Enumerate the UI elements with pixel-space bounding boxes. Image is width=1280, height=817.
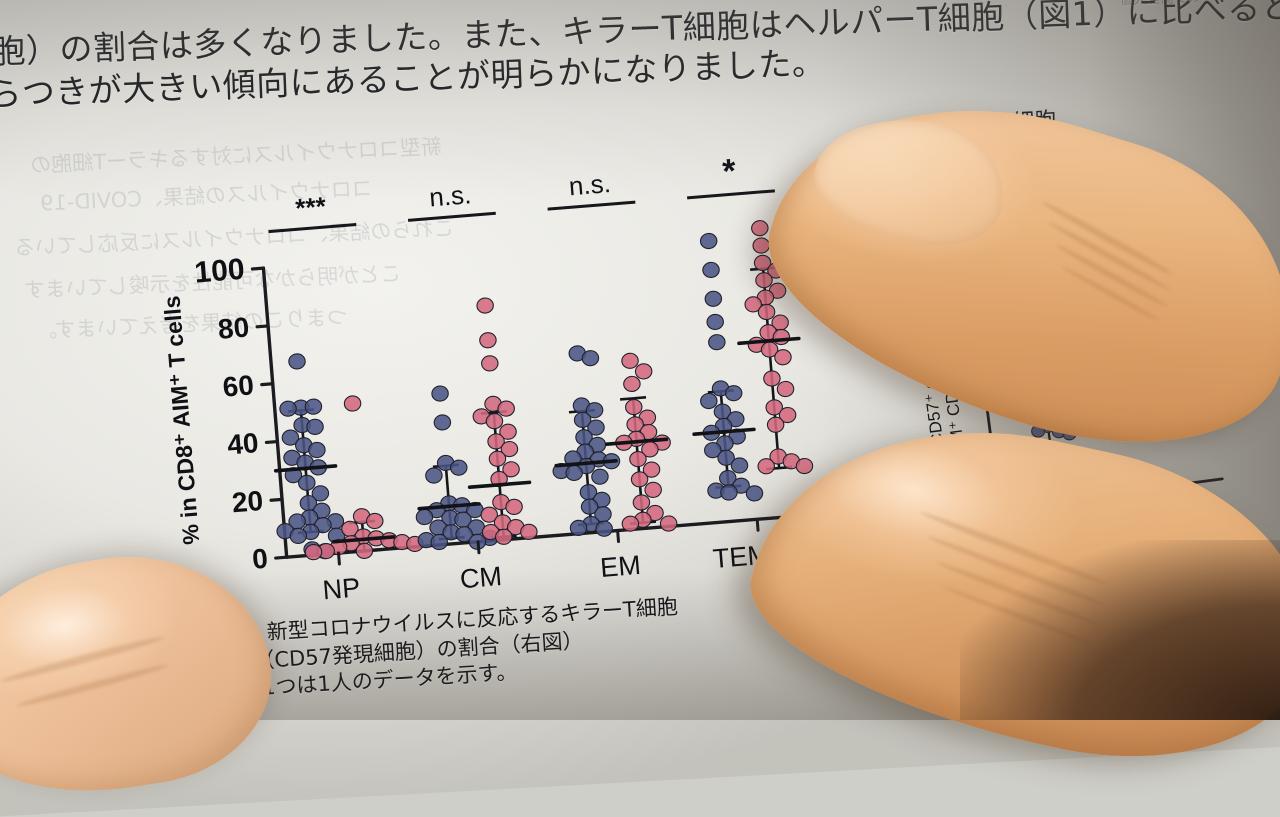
svg-text:0: 0: [970, 497, 987, 526]
svg-text:n.s.: n.s.: [428, 179, 472, 212]
svg-text:高齢者: 高齢者: [1123, 499, 1195, 534]
svg-text:80: 80: [217, 311, 251, 344]
svg-text:100: 100: [193, 253, 246, 290]
svg-text:若齢者: 若齢者: [1026, 512, 1098, 547]
svg-text:0: 0: [251, 543, 269, 575]
svg-text:*: *: [721, 152, 738, 191]
svg-text:EM: EM: [599, 550, 642, 583]
figure-left-panel: 0 20 40 60 80 100% in CD8⁺ AIM⁺ T cells NP *** C…: [150, 149, 887, 624]
svg-text:TEMRA: TEMRA: [712, 536, 809, 573]
svg-text:20: 20: [231, 485, 265, 518]
svg-text:NP: NP: [322, 572, 362, 605]
svg-text:60: 60: [221, 369, 255, 402]
svg-text:***: ***: [294, 191, 328, 223]
svg-text:CM: CM: [459, 561, 503, 594]
svg-text:40: 40: [226, 427, 260, 460]
figure-right-panel: 0 20 40% of CD57⁺ ce in AIM⁺ CD8⁺ 若齢者 高齢者 *: [880, 185, 1244, 578]
right-panel-title: 老化T細胞: [954, 108, 1058, 139]
svg-text:n.s.: n.s.: [568, 168, 612, 201]
